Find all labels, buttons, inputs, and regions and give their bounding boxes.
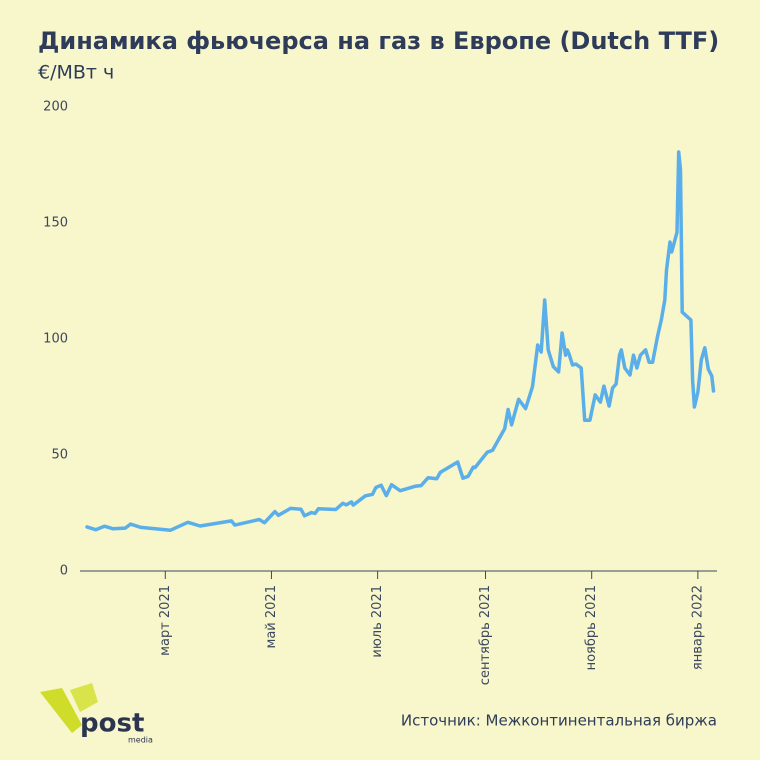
source: Источник: Межконтинентальная биржа xyxy=(401,712,717,730)
x-tick-label: ноябрь 2021 xyxy=(584,585,599,670)
x-tick-label: июль 2021 xyxy=(370,585,385,658)
chart-subtitle: €/МВт ч xyxy=(38,62,114,84)
logo: post media xyxy=(40,683,153,745)
y-tick-label: 0 xyxy=(60,564,68,579)
line xyxy=(85,150,716,532)
x-tick-label: январь 2022 xyxy=(690,585,705,670)
y-tick-label: 200 xyxy=(43,100,68,115)
y-tick-label: 50 xyxy=(51,448,68,463)
logo-name: post xyxy=(80,709,144,739)
y-tick-label: 100 xyxy=(43,332,68,347)
x-tick-label: сентябрь 2021 xyxy=(478,585,493,685)
logo-shape xyxy=(40,688,82,733)
y-tick-label: 150 xyxy=(43,216,68,231)
logo-shape xyxy=(70,683,98,712)
x-tick-label: май 2021 xyxy=(264,585,279,648)
x-tick-label: март 2021 xyxy=(158,585,173,656)
logo-tagline: media xyxy=(128,736,153,745)
chart-title: Динамика фьючерса на газ в Европе (Dutch… xyxy=(38,27,719,55)
